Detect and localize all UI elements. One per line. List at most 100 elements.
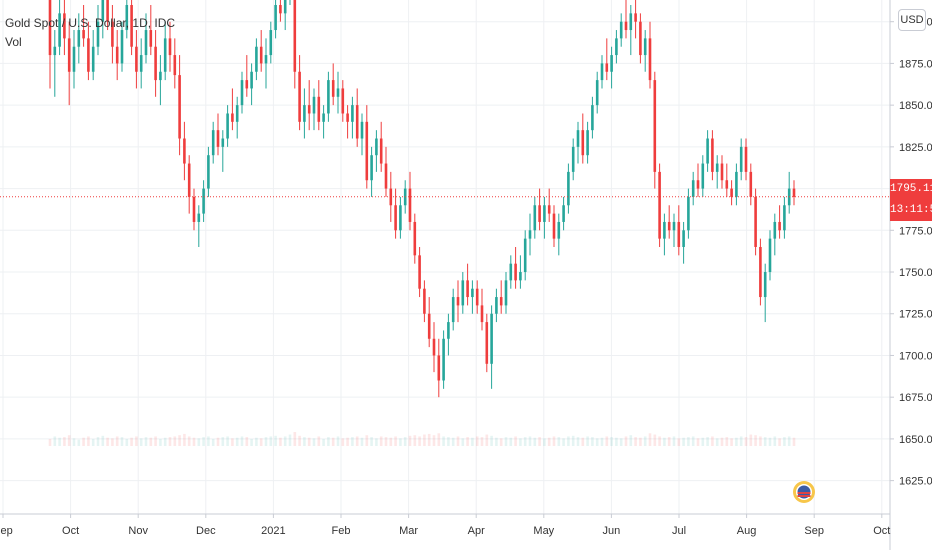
- candle-body: [111, 21, 114, 47]
- volume-bar: [312, 438, 316, 446]
- candle-body: [687, 196, 690, 231]
- volume-bar: [619, 438, 623, 446]
- volume-bar: [96, 437, 100, 446]
- symbol-title[interactable]: Gold Spot / U.S. Dollar, 1D, IDC: [5, 16, 176, 30]
- candle-body: [245, 80, 249, 89]
- candle-body: [499, 297, 503, 306]
- candle-body: [264, 55, 268, 64]
- candle-body: [466, 280, 469, 298]
- candle-body: [207, 155, 210, 189]
- candle-body: [663, 221, 666, 239]
- time-axis[interactable]: Sep Oct Nov Dec 2021 Feb Mar Apr May Jun Jul Aug Sep…: [0, 513, 890, 537]
- candle-body: [557, 221, 561, 239]
- candle-body: [322, 113, 325, 122]
- time-tick-label: Oct: [62, 525, 79, 537]
- candle-body: [139, 55, 143, 72]
- volume-bar: [739, 436, 743, 446]
- volume-bar: [600, 437, 604, 446]
- volume-bar: [653, 434, 657, 446]
- volume-bar: [120, 437, 124, 446]
- economic-event-icon[interactable]: [793, 481, 815, 503]
- volume-bar: [355, 436, 359, 446]
- volume-bar: [351, 437, 354, 446]
- volume-bar: [139, 438, 143, 446]
- candle-body: [610, 55, 613, 72]
- currency-badge[interactable]: USD: [898, 9, 926, 31]
- candle-body: [125, 5, 129, 31]
- candle-body: [235, 105, 239, 122]
- volume-bar: [341, 438, 345, 446]
- candle-body: [82, 30, 85, 39]
- volume-bar: [682, 437, 685, 446]
- candle-body: [48, 0, 52, 56]
- candle-body: [331, 80, 335, 97]
- candle-body: [730, 188, 733, 197]
- price-tick-label: 1650.00: [899, 434, 932, 446]
- candle-body: [427, 313, 431, 339]
- volume-bar: [605, 436, 609, 446]
- candle-body: [216, 130, 220, 147]
- volume-bar: [183, 433, 186, 446]
- candle-body: [634, 13, 637, 22]
- candle-body: [226, 113, 229, 139]
- volume-bar: [490, 435, 493, 446]
- volume-bar: [711, 436, 714, 446]
- candle-body: [639, 21, 642, 56]
- candle-body: [672, 221, 676, 231]
- volume-bar: [63, 437, 66, 446]
- volume-bar: [130, 437, 133, 446]
- candle-body: [399, 205, 402, 231]
- candle-body: [514, 263, 517, 281]
- candle-body: [312, 96, 316, 114]
- volume-bar: [792, 437, 796, 446]
- candle-body: [735, 171, 738, 197]
- candle-body: [600, 63, 604, 81]
- volume-bar: [168, 437, 172, 446]
- candle-body: [571, 146, 575, 172]
- candle-body: [485, 322, 489, 364]
- volume-bar: [519, 438, 522, 446]
- candle-body: [567, 171, 570, 206]
- price-axis[interactable]: 1625.00 1650.00 1675.00 1700.00 1725.00 1750.…: [889, 0, 932, 550]
- volume-bar: [125, 439, 129, 446]
- candle-body: [394, 205, 397, 231]
- price-tick-label: 1775.00: [899, 225, 932, 237]
- candle-body: [528, 230, 532, 239]
- last-price-value: 1795.11: [890, 183, 932, 195]
- candle-body: [706, 138, 709, 164]
- candle-body: [149, 30, 153, 47]
- candle-body: [154, 46, 157, 81]
- volume-bar: [552, 436, 556, 446]
- candle-body: [432, 338, 436, 356]
- volume-bar: [495, 437, 498, 446]
- time-tick-label: Aug: [737, 525, 757, 537]
- candle-body: [615, 38, 618, 56]
- volume-indicator-label[interactable]: Vol: [5, 35, 22, 49]
- volume-bar: [610, 437, 613, 446]
- candle-body: [255, 46, 258, 72]
- volume-bar: [624, 436, 628, 446]
- volume-bar: [778, 438, 781, 446]
- volume-bar: [72, 438, 76, 446]
- candle-body: [274, 5, 277, 31]
- volume-bar: [317, 436, 321, 446]
- volume-bar: [399, 438, 402, 446]
- volume-bar: [643, 436, 647, 446]
- volume-bar: [307, 437, 311, 446]
- volume-bar: [591, 437, 594, 446]
- volume-bar: [360, 437, 364, 446]
- candle-body: [471, 288, 474, 298]
- candle-body: [576, 130, 580, 147]
- candle-body: [591, 105, 594, 131]
- volume-bar: [672, 436, 676, 446]
- candle-body: [519, 272, 522, 281]
- volume-bar: [759, 436, 762, 446]
- candle-body: [543, 205, 546, 222]
- candle-body: [370, 155, 373, 181]
- price-tick-label: 1725.00: [899, 309, 932, 321]
- volume-bar: [370, 437, 373, 446]
- candle-body: [298, 71, 301, 122]
- volume-bar: [744, 437, 748, 446]
- volume-bar: [629, 435, 633, 446]
